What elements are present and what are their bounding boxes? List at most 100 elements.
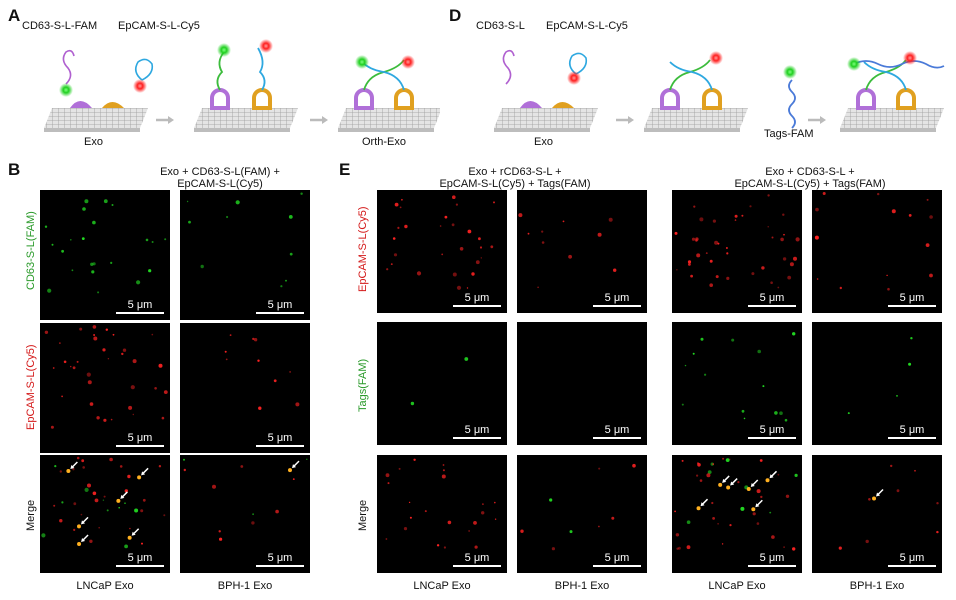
scale-bar-label: 5 μm bbox=[127, 552, 153, 564]
scale-bar: 5 μm bbox=[453, 292, 501, 307]
micrograph: 5 μm bbox=[517, 322, 647, 445]
scale-bar-line bbox=[256, 312, 304, 314]
scale-bar: 5 μm bbox=[116, 299, 164, 314]
panel-b-header: Exo + CD63-S-L(FAM) + EpCAM-S-L(Cy5) bbox=[160, 166, 280, 190]
panel-a-letter: A bbox=[8, 6, 21, 25]
scale-bar: 5 μm bbox=[748, 424, 796, 439]
micrograph: 5 μm bbox=[40, 455, 170, 573]
micrograph: 5 μm bbox=[812, 455, 942, 573]
scale-bar: 5 μm bbox=[593, 424, 641, 439]
scale-bar-line bbox=[453, 305, 501, 307]
panel-a-schematic bbox=[44, 39, 440, 132]
scale-bar-label: 5 μm bbox=[464, 292, 490, 304]
panel-d-exo-label: Exo bbox=[534, 136, 553, 148]
micrograph: 5 μm bbox=[672, 322, 802, 445]
panel-e-row-1-label: EpCAM-S-L(Cy5) bbox=[357, 206, 369, 292]
micrograph: 5 μm bbox=[40, 190, 170, 320]
panel-d-letter: D bbox=[449, 6, 462, 25]
micrograph: 5 μm bbox=[672, 190, 802, 313]
panel-b-col-1-label: LNCaP Exo bbox=[76, 580, 134, 592]
scale-bar-label: 5 μm bbox=[267, 552, 293, 564]
scale-bar-line bbox=[256, 565, 304, 567]
panel-b-row-3-label: Merge bbox=[25, 499, 37, 531]
scale-bar-line bbox=[116, 312, 164, 314]
panel-d-probe2-label: EpCAM-S-L-Cy5 bbox=[546, 20, 628, 32]
scale-bar-label: 5 μm bbox=[899, 552, 925, 564]
panel-a-probe1-label: CD63-S-L-FAM bbox=[22, 20, 98, 32]
panel-a-probe2-label: EpCAM-S-L-Cy5 bbox=[118, 20, 200, 32]
scale-bar: 5 μm bbox=[593, 552, 641, 567]
micrograph: 5 μm bbox=[180, 190, 310, 320]
panel-b-letter: B bbox=[8, 160, 21, 179]
scale-bar-line bbox=[593, 437, 641, 439]
scale-bar-line bbox=[748, 565, 796, 567]
scale-bar-label: 5 μm bbox=[899, 292, 925, 304]
panel-e-col-1-label: LNCaP Exo bbox=[413, 580, 471, 592]
scale-bar-line bbox=[748, 437, 796, 439]
panel-e-header-2: Exo + CD63-S-L + EpCAM-S-L(Cy5) + Tags(F… bbox=[734, 166, 886, 190]
micrograph: 5 μm bbox=[40, 323, 170, 453]
panel-d-probe1-label: CD63-S-L bbox=[476, 20, 525, 32]
panel-b-row-2-label: EpCAM-S-L(Cy5) bbox=[25, 344, 37, 430]
scale-bar-label: 5 μm bbox=[759, 552, 785, 564]
panel-a-exo-label: Exo bbox=[84, 136, 103, 148]
micrograph: 5 μm bbox=[377, 190, 507, 313]
panel-e-col-3-label: LNCaP Exo bbox=[708, 580, 766, 592]
panel-e-header-1: Exo + rCD63-S-L + EpCAM-S-L(Cy5) + Tags(… bbox=[439, 166, 591, 190]
panel-e-row-3-label: Merge bbox=[357, 499, 369, 531]
micrograph: 5 μm bbox=[180, 455, 310, 573]
scale-bar-line bbox=[256, 445, 304, 447]
scale-bar-line bbox=[593, 565, 641, 567]
receptor-epcam bbox=[102, 102, 124, 108]
receptor-cd63 bbox=[70, 101, 92, 108]
micrograph: 5 μm bbox=[672, 455, 802, 573]
scale-bar-line bbox=[888, 565, 936, 567]
scale-bar-line bbox=[748, 305, 796, 307]
scale-bar-line bbox=[888, 305, 936, 307]
scale-bar-label: 5 μm bbox=[604, 292, 630, 304]
scale-bar: 5 μm bbox=[888, 424, 936, 439]
micrograph: 5 μm bbox=[517, 190, 647, 313]
scale-bar: 5 μm bbox=[748, 552, 796, 567]
panel-b-row-1-label: CD63-S-L(FAM) bbox=[25, 211, 37, 290]
scale-bar: 5 μm bbox=[116, 432, 164, 447]
scale-bar: 5 μm bbox=[256, 552, 304, 567]
scale-bar: 5 μm bbox=[256, 299, 304, 314]
scale-bar: 5 μm bbox=[256, 432, 304, 447]
panel-d-schematic bbox=[494, 49, 945, 132]
scale-bar-line bbox=[453, 437, 501, 439]
scale-bar-label: 5 μm bbox=[127, 432, 153, 444]
scale-bar-line bbox=[888, 437, 936, 439]
panel-e-letter: E bbox=[339, 160, 351, 179]
scale-bar-label: 5 μm bbox=[899, 424, 925, 436]
scale-bar-line bbox=[116, 445, 164, 447]
micrograph: 5 μm bbox=[377, 455, 507, 573]
scale-bar-label: 5 μm bbox=[127, 299, 153, 311]
scale-bar-label: 5 μm bbox=[464, 552, 490, 564]
micrograph: 5 μm bbox=[377, 322, 507, 445]
panel-a-orth-label: Orth-Exo bbox=[362, 136, 407, 148]
panel-b-col-2-label: BPH-1 Exo bbox=[217, 580, 273, 592]
membrane-exo bbox=[44, 108, 148, 132]
scale-bar-label: 5 μm bbox=[759, 292, 785, 304]
scale-bar-line bbox=[116, 565, 164, 567]
scale-bar: 5 μm bbox=[888, 552, 936, 567]
micrograph: 5 μm bbox=[180, 323, 310, 453]
panel-e-col-2-label: BPH-1 Exo bbox=[554, 580, 610, 592]
scale-bar-label: 5 μm bbox=[604, 424, 630, 436]
scale-bar: 5 μm bbox=[748, 292, 796, 307]
panel-d-tags-label: Tags-FAM bbox=[764, 128, 814, 140]
scale-bar: 5 μm bbox=[453, 424, 501, 439]
scale-bar-label: 5 μm bbox=[267, 432, 293, 444]
scale-bar-line bbox=[453, 565, 501, 567]
scale-bar: 5 μm bbox=[116, 552, 164, 567]
micrograph: 5 μm bbox=[812, 322, 942, 445]
scale-bar: 5 μm bbox=[888, 292, 936, 307]
scale-bar-label: 5 μm bbox=[604, 552, 630, 564]
probe-fam bbox=[62, 49, 75, 85]
scale-bar-label: 5 μm bbox=[464, 424, 490, 436]
panel-e-row-2-label: Tags(FAM) bbox=[357, 358, 369, 412]
scale-bar-label: 5 μm bbox=[759, 424, 785, 436]
scale-bar: 5 μm bbox=[593, 292, 641, 307]
micrograph: 5 μm bbox=[812, 190, 942, 313]
